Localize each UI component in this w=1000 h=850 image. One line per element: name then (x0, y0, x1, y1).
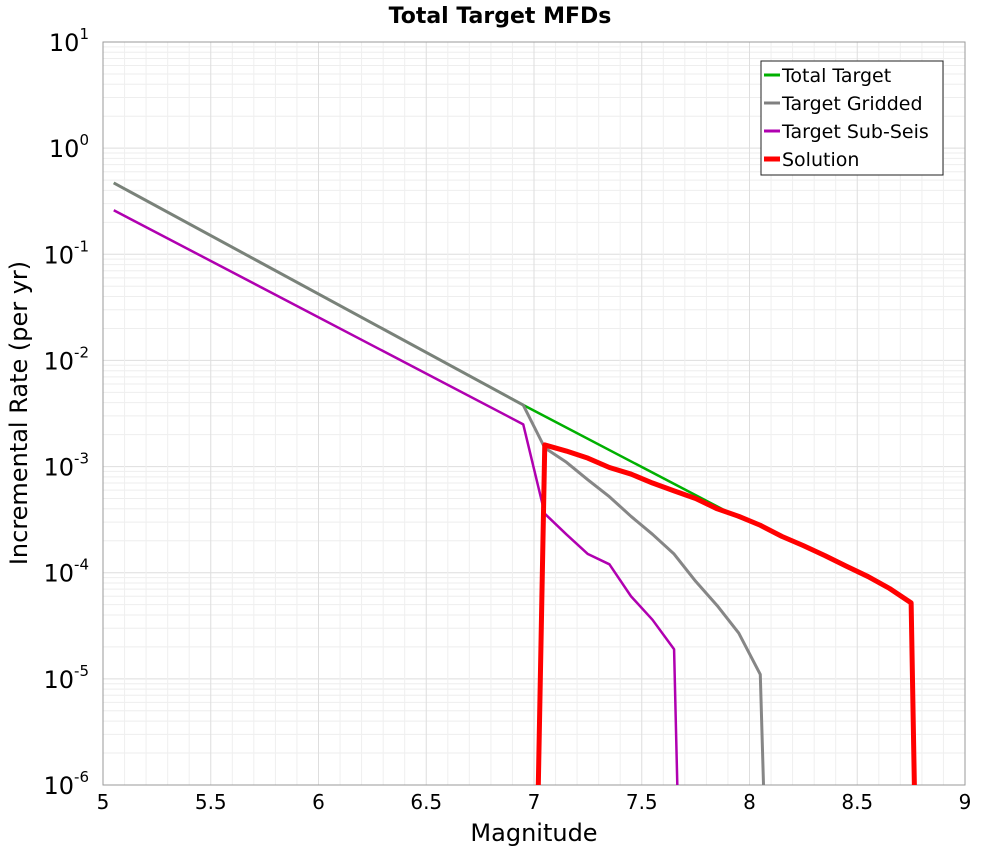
x-tick-label: 5 (97, 790, 110, 814)
x-tick-label: 9 (959, 790, 972, 814)
x-tick-label: 8 (743, 790, 756, 814)
y-tick-label: 10-3 (43, 450, 89, 482)
x-tick-labels: 5 5.5 6 6.5 7 7.5 8 8.5 9 (97, 790, 972, 814)
legend-label: Target Gridded (781, 93, 923, 115)
y-tick-label: 10-4 (43, 556, 89, 588)
x-tick-label: 6.5 (410, 790, 442, 814)
series-line-solution (535, 442, 917, 786)
legend-box (760, 60, 944, 176)
y-tick-label: 101 (49, 25, 89, 57)
chart-title: Total Target MFDs (389, 4, 612, 29)
x-tick-label: 6 (312, 790, 325, 814)
plot-area-frame (102, 41, 966, 786)
x-tick-label: 7 (528, 790, 541, 814)
y-tick-labels: 101 100 10-1 10-2 10-3 10-4 10-5 10-6 (43, 25, 89, 800)
y-tick-label: 10-5 (43, 662, 89, 694)
series-line-target-sub-seis (113, 209, 679, 786)
y-tick-label: 100 (49, 131, 89, 163)
x-tick-label: 7.5 (626, 790, 658, 814)
x-axis-label: Magnitude (470, 819, 597, 847)
y-tick-label: 10-2 (43, 343, 89, 375)
y-axis-label: Incremental Rate (per yr) (5, 261, 33, 565)
x-tick-label: 8.5 (841, 790, 873, 814)
legend-label: Solution (782, 149, 859, 171)
legend-label: Target Sub-Seis (781, 121, 929, 143)
series-line-target-gridded (113, 181, 766, 786)
series-layer (113, 181, 917, 786)
legend-label: Total Target (781, 65, 891, 87)
x-tick-label: 5.5 (195, 790, 227, 814)
y-tick-label: 10-6 (43, 768, 89, 800)
legend: Total Target Target Gridded Target Sub-Sei… (760, 60, 944, 176)
y-tick-label: 10-1 (43, 237, 89, 269)
